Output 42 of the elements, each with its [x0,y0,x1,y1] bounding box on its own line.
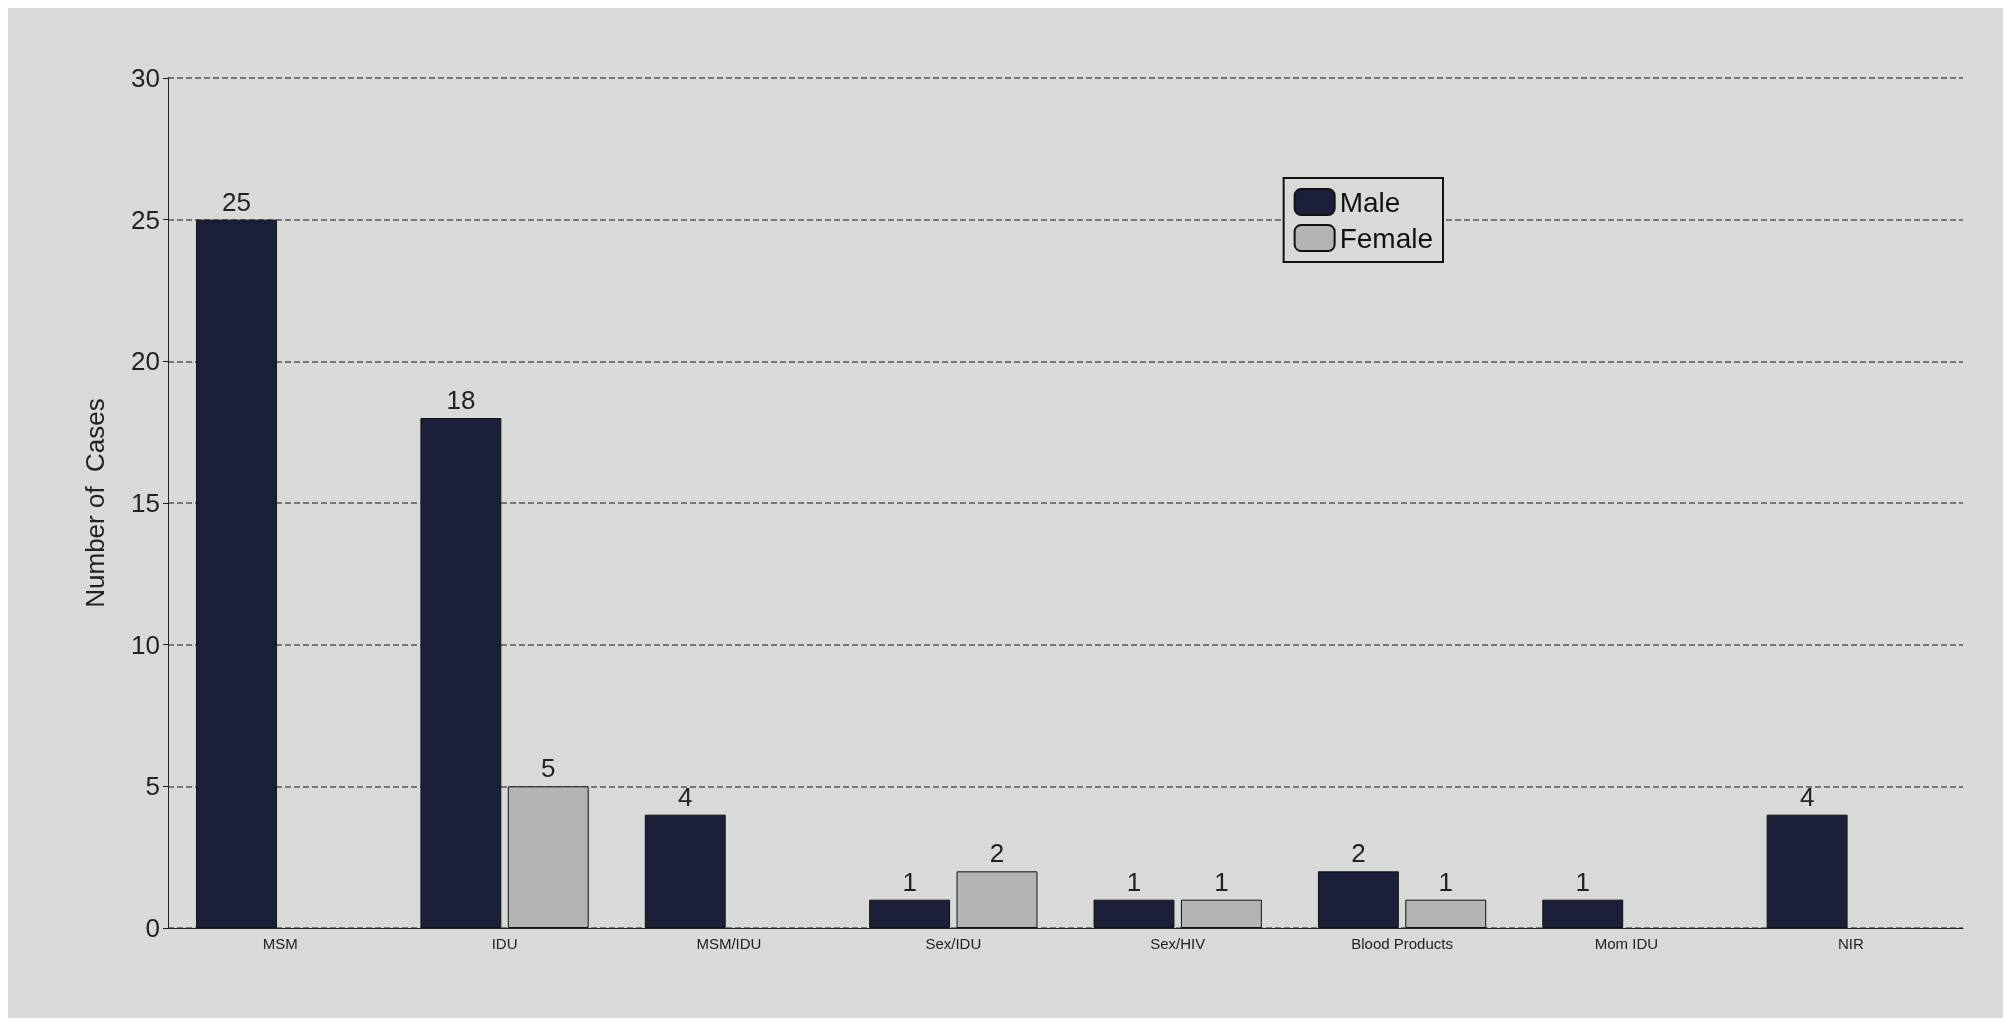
bar [1093,899,1175,928]
legend-label: Male [1339,186,1401,218]
bar [956,871,1038,928]
data-label: 1 [1126,866,1142,897]
bar [1405,899,1487,928]
data-label: 1 [1214,866,1229,897]
bar [869,899,951,928]
x-tick-label: IDU [491,935,518,952]
bar [644,814,726,928]
x-tick-label: NIR [1837,935,1864,952]
bar [1317,871,1399,928]
x-tick-label: MSM [262,935,298,952]
y-tick-label: 20 [131,346,160,377]
y-tick-label: 5 [145,771,160,802]
data-label: 1 [1438,866,1453,897]
legend-label: Female [1339,222,1434,254]
y-axis-title: Number of Cases [80,398,110,608]
data-label: 4 [1799,781,1815,812]
data-label: 1 [1575,866,1590,897]
x-tick-label: Sex/IDU [925,935,982,952]
data-label: 18 [446,385,476,415]
x-tick-label: Blood Products [1351,935,1453,952]
data-label: 25 [222,186,251,217]
y-tick-label: 0 [145,913,160,943]
data-label: 5 [541,753,556,784]
data-label: 2 [1351,838,1366,869]
bar [1180,899,1262,928]
bar [1542,899,1624,928]
y-tick-label: 10 [131,629,160,660]
data-label: 2 [989,838,1005,869]
data-label: 4 [678,781,693,812]
bar [1766,814,1848,928]
y-tick-label: 25 [131,204,160,235]
data-label: 1 [902,866,917,897]
bar [196,219,277,928]
y-tick-label: 30 [131,63,160,93]
bar [420,418,502,928]
bar [507,786,589,928]
x-tick-label: Sex/HIV [1150,935,1206,952]
y-tick-label: 15 [131,488,160,518]
x-tick-label: Mom IDU [1594,935,1659,952]
x-tick-label: MSM/IDU [696,935,762,952]
